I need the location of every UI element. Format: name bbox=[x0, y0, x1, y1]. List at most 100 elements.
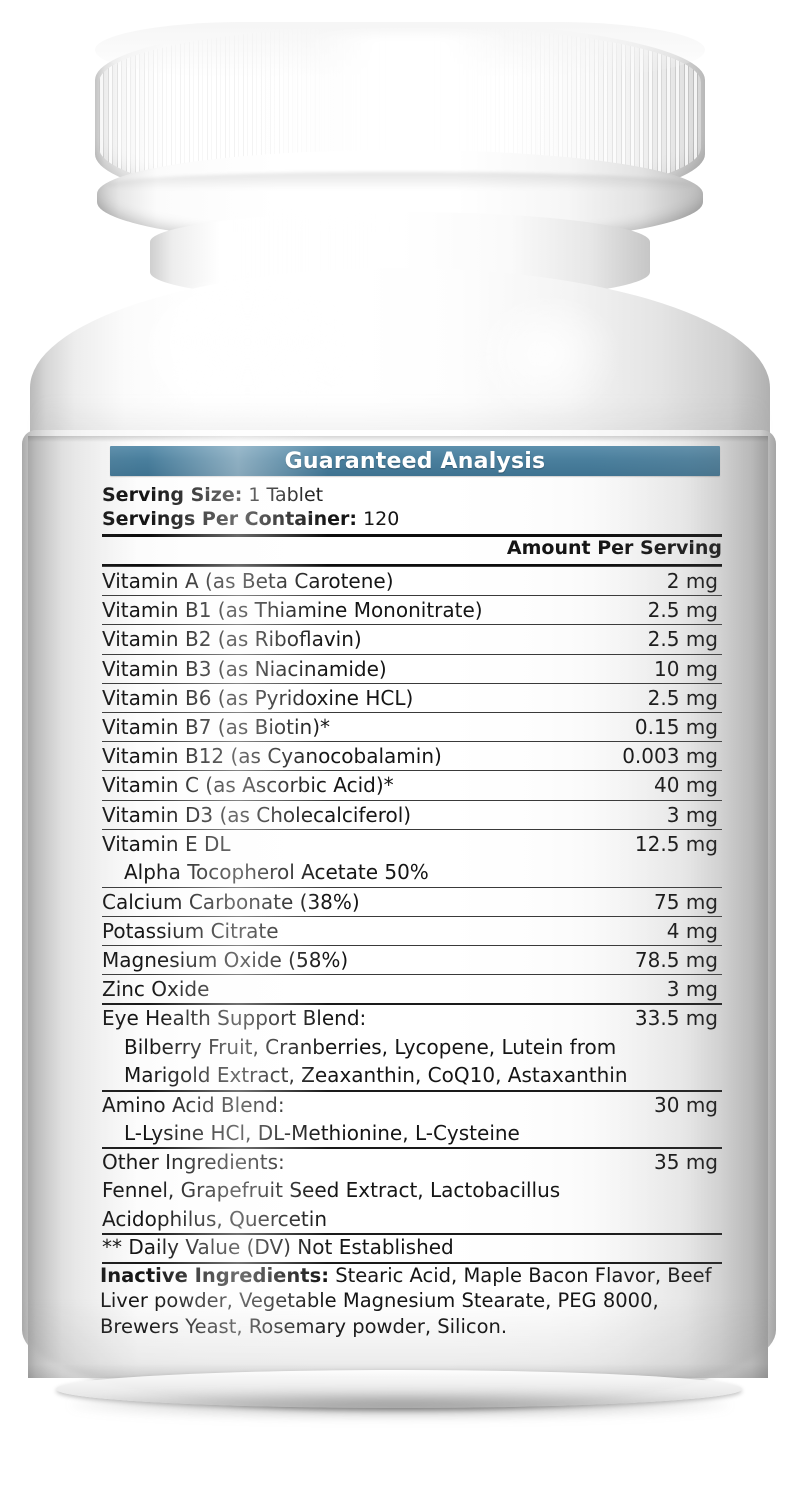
row-divider bbox=[102, 1003, 722, 1006]
nutrient-name: Magnesium Oxide (58%) bbox=[102, 947, 349, 972]
panel-title: Guaranteed Analysis bbox=[284, 448, 546, 474]
inactive-ingredients-label: Inactive Ingredients: bbox=[100, 1263, 330, 1287]
nutrient-name: Vitamin B6 (as Pyridoxine HCL) bbox=[102, 685, 414, 710]
nutrient-amount: 2.5 mg bbox=[647, 598, 718, 623]
other-ingredients-line: Fennel, Grapefruit Seed Extract, Lactoba… bbox=[102, 1178, 561, 1203]
nutrient-subtext: Alpha Tocopherol Acetate 50% bbox=[124, 860, 429, 884]
amount-column-header: Amount Per Serving bbox=[506, 537, 722, 559]
nutrient-name: Amino Acid Blend: bbox=[102, 1092, 285, 1117]
nutrient-name: Vitamin B1 (as Thiamine Mononitrate) bbox=[102, 598, 483, 623]
row-divider bbox=[102, 566, 722, 567]
nutrient-amount: 3 mg bbox=[666, 802, 718, 827]
nutrient-amount: 10 mg bbox=[654, 656, 718, 681]
row-divider bbox=[102, 770, 722, 772]
divider-above-amount-header bbox=[102, 534, 722, 537]
nutrient-amount: 3 mg bbox=[666, 977, 718, 1002]
supplement-label: Guaranteed Analysis Serving Size: 1 Tabl… bbox=[28, 436, 768, 1378]
serving-size-line: Serving Size: 1 Tablet bbox=[102, 484, 323, 506]
drop-shadow bbox=[70, 1392, 730, 1418]
nutrient-name: Potassium Citrate bbox=[102, 918, 279, 943]
nutrient-amount: 30 mg bbox=[654, 1092, 718, 1117]
shoulder-highlight-left bbox=[140, 282, 355, 432]
nutrient-amount: 78.5 mg bbox=[634, 947, 718, 972]
nutrient-row: Magnesium Oxide (58%) 78.5 mg bbox=[102, 945, 722, 975]
nutrient-row: Zinc Oxide 3 mg bbox=[102, 974, 722, 1004]
nutrient-row: Vitamin D3 (as Cholecalciferol) 3 mg bbox=[102, 800, 722, 830]
nutrient-name: Vitamin B12 (as Cyanocobalamin) bbox=[102, 744, 442, 769]
panel-title-bar: Guaranteed Analysis bbox=[110, 446, 720, 476]
nutrient-name: Calcium Carbonate (38%) bbox=[102, 889, 360, 914]
nutrient-amount: 12.5 mg bbox=[634, 831, 718, 856]
nutrient-row: Vitamin C (as Ascorbic Acid)* 40 mg bbox=[102, 770, 722, 800]
cap-skirt-shadow bbox=[107, 172, 693, 198]
serving-size-value: 1 Tablet bbox=[248, 484, 324, 506]
nutrient-name: Other Ingredients: bbox=[102, 1150, 285, 1175]
nutrient-amount: 2.5 mg bbox=[647, 627, 718, 652]
row-divider bbox=[102, 653, 722, 655]
nutrient-subtext: Marigold Extract, Zeaxanthin, CoQ10, Ast… bbox=[124, 1063, 628, 1087]
nutrient-amount: 40 mg bbox=[654, 773, 718, 798]
nutrient-name: Vitamin D3 (as Cholecalciferol) bbox=[102, 802, 412, 827]
inactive-ingredients-text: Stearic Acid, Maple Bacon Flavor, Beef L… bbox=[100, 1263, 712, 1338]
nutrient-amount: 2 mg bbox=[666, 569, 718, 593]
row-divider bbox=[102, 886, 722, 888]
nutrient-row: Other Ingredients: 35 mg bbox=[102, 1147, 722, 1177]
row-divider bbox=[102, 974, 722, 976]
row-divider bbox=[102, 1089, 722, 1092]
nutrient-row: Vitamin A (as Beta Carotene) 2 mg bbox=[102, 566, 722, 596]
nutrient-name: Vitamin B7 (as Biotin)* bbox=[102, 715, 330, 739]
servings-per-container-value: 120 bbox=[363, 508, 400, 530]
nutrient-amount: 35 mg bbox=[654, 1150, 718, 1175]
row-divider bbox=[102, 682, 722, 684]
label-content: Guaranteed Analysis Serving Size: 1 Tabl… bbox=[100, 436, 728, 1378]
bottle-bottom-rim bbox=[56, 1370, 742, 1408]
daily-value-footnote: ** Daily Value (DV) Not Established bbox=[102, 1235, 454, 1260]
nutrient-amount: 33.5 mg bbox=[634, 1006, 718, 1031]
nutrient-name: Eye Health Support Blend: bbox=[102, 1006, 367, 1031]
servings-per-container-label: Servings Per Container: bbox=[102, 508, 358, 530]
nutrient-row: Vitamin B12 (as Cyanocobalamin) 0.003 mg bbox=[102, 741, 722, 771]
nutrient-amount: 75 mg bbox=[654, 889, 718, 914]
nutrient-name: Vitamin B3 (as Niacinamide) bbox=[102, 656, 387, 681]
nutrient-name: Vitamin B2 (as Riboflavin) bbox=[102, 627, 362, 652]
row-divider bbox=[102, 944, 722, 946]
nutrient-subtext: Bilberry Fruit, Cranberries, Lycopene, L… bbox=[124, 1034, 617, 1059]
nutrient-row: Vitamin B1 (as Thiamine Mononitrate) 2.5 … bbox=[102, 595, 722, 625]
row-divider bbox=[102, 828, 722, 830]
nutrient-row: Vitamin E DL 12.5 mg bbox=[102, 829, 722, 859]
nutrient-row: Eye Health Support Blend: 33.5 mg bbox=[102, 1003, 722, 1033]
row-divider bbox=[102, 741, 722, 743]
other-ingredients-line: Acidophilus, Quercetin bbox=[102, 1206, 327, 1231]
inactive-ingredients-block: Inactive Ingredients: Stearic Acid, Mapl… bbox=[100, 1263, 724, 1340]
nutrient-name: Vitamin A (as Beta Carotene) bbox=[102, 569, 394, 593]
shoulder-highlight-right bbox=[470, 300, 620, 420]
nutrient-row: Amino Acid Blend: 30 mg bbox=[102, 1090, 722, 1120]
row-divider bbox=[102, 595, 722, 597]
nutrient-amount: 2.5 mg bbox=[647, 685, 718, 710]
serving-size-label: Serving Size: bbox=[102, 484, 243, 506]
nutrient-row: Vitamin B6 (as Pyridoxine HCL) 2.5 mg bbox=[102, 683, 722, 713]
row-divider bbox=[102, 1261, 722, 1264]
servings-per-container-line: Servings Per Container: 120 bbox=[102, 508, 399, 530]
nutrient-name: Vitamin C (as Ascorbic Acid)* bbox=[102, 773, 394, 798]
row-divider bbox=[102, 712, 722, 713]
nutrient-row: Calcium Carbonate (38%) 75 mg bbox=[102, 887, 722, 917]
bottle-cap bbox=[95, 22, 705, 246]
nutrient-amount: 4 mg bbox=[666, 918, 718, 943]
row-divider bbox=[102, 799, 722, 801]
label-top-edge bbox=[28, 436, 768, 442]
nutrient-row: Vitamin B3 (as Niacinamide) 10 mg bbox=[102, 654, 722, 684]
divider-below-amount-header bbox=[102, 564, 722, 567]
nutrient-amount: 0.15 mg bbox=[634, 715, 718, 739]
nutrient-row: Vitamin B7 (as Biotin)* 0.15 mg bbox=[102, 712, 722, 742]
row-divider bbox=[102, 1233, 722, 1236]
nutrient-name: Vitamin E DL bbox=[102, 831, 231, 856]
nutrient-amount: 0.003 mg bbox=[622, 744, 718, 769]
nutrient-row: Vitamin B2 (as Riboflavin) 2.5 mg bbox=[102, 624, 722, 654]
row-divider bbox=[102, 915, 722, 917]
nutrient-name: Zinc Oxide bbox=[102, 977, 210, 1002]
row-divider bbox=[102, 624, 722, 626]
row-divider bbox=[102, 1147, 722, 1150]
nutrient-subtext: L-Lysine HCl, DL-Methionine, L-Cysteine bbox=[124, 1120, 520, 1145]
